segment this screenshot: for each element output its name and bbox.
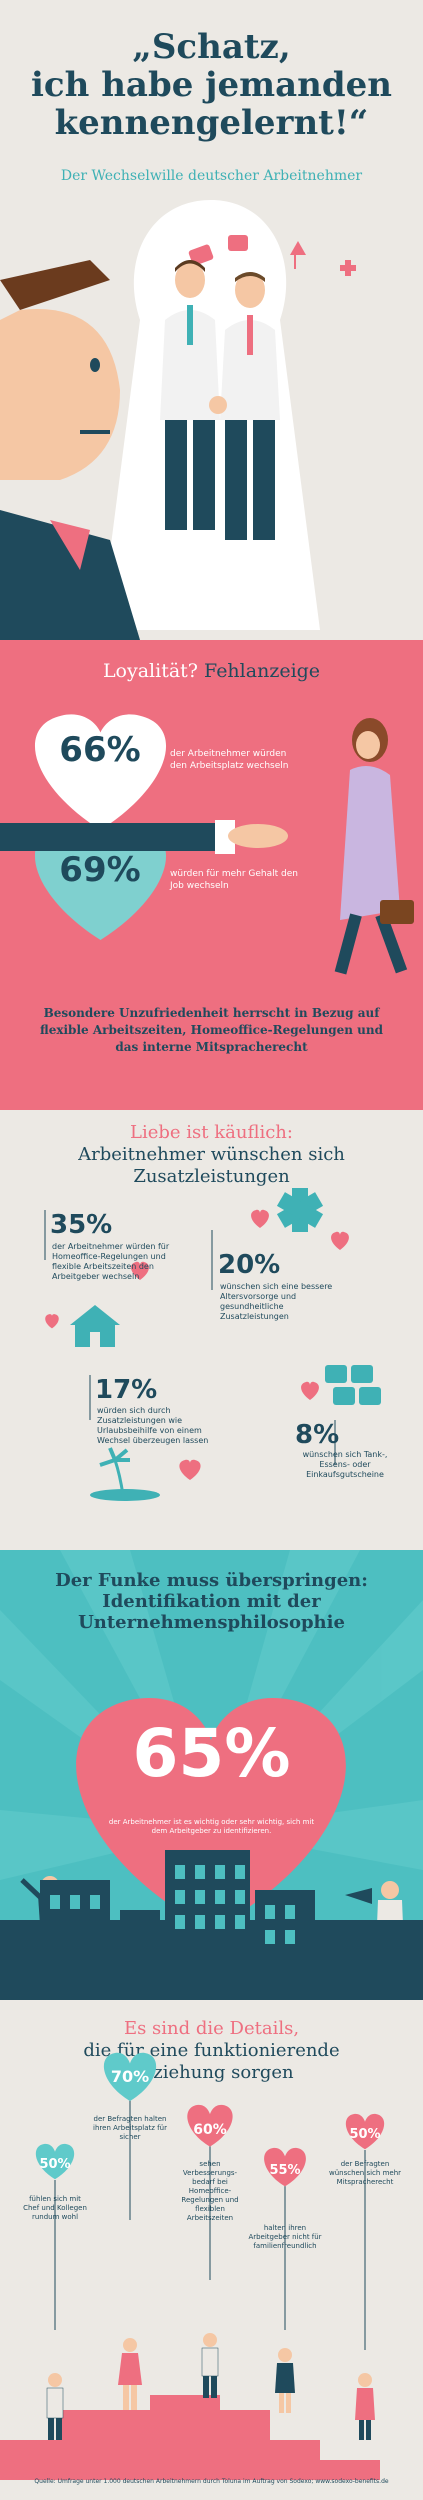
hero-illustration bbox=[0, 200, 356, 640]
identification-value: 65% bbox=[132, 1715, 291, 1792]
loyalty-note: Besondere Unzufriedenheit herrscht in Be… bbox=[39, 1006, 384, 1054]
subheadline: Der Wechselwille deutscher Arbeitnehmer bbox=[60, 168, 363, 184]
detail-70: 70% bbox=[110, 2067, 150, 2086]
woman-walking bbox=[334, 718, 414, 975]
city-skyline bbox=[0, 1850, 423, 2000]
medical-icon bbox=[276, 1188, 324, 1232]
detail-55: 55% bbox=[269, 2163, 301, 2178]
benefit-35-text: der Arbeitnehmer würden für Homeoffice-R… bbox=[52, 1242, 170, 1281]
detail-50a: 50% bbox=[39, 2157, 71, 2172]
detail-50a-text: fühlen sich mit Chef und Kollegen rundum… bbox=[23, 2195, 87, 2221]
detail-60-text: sehen Verbesserungs-bedarf bei Homeoffic… bbox=[181, 2160, 239, 2222]
heart-icon bbox=[187, 2104, 233, 2147]
staircase bbox=[0, 2395, 380, 2480]
headline: „Schatz, ich habe jemanden kennengelernt… bbox=[31, 27, 392, 143]
person-left bbox=[160, 260, 220, 530]
person-1 bbox=[46, 2373, 64, 2440]
floating-icons bbox=[188, 235, 356, 276]
benefit-8-text: wünschen sich Tank-, Essens- oder Einkau… bbox=[302, 1450, 388, 1479]
stat-66: 66% bbox=[59, 730, 141, 770]
stat-69: 69% bbox=[59, 850, 141, 890]
identification-section: Der Funke muss überspringen: Identifikat… bbox=[0, 1550, 423, 2000]
heart-icon bbox=[251, 1209, 269, 1228]
person-4 bbox=[275, 2348, 295, 2413]
heart-icon bbox=[35, 2143, 75, 2180]
heart-icon bbox=[131, 1261, 149, 1280]
heart-icon bbox=[45, 1314, 59, 1329]
details-title: Es sind die Details, die für eine funkti… bbox=[83, 2018, 340, 2083]
heart-icon bbox=[179, 1459, 201, 1480]
stat-69-text: würden für mehr Gehalt den Job wechseln bbox=[170, 869, 298, 891]
voucher-icons bbox=[325, 1365, 381, 1405]
detail-50b-text: der Befragten wünschen sich mehr Mitspra… bbox=[328, 2160, 402, 2186]
source-footer: Quelle: Umfrage unter 1.000 deutschen Ar… bbox=[34, 2478, 389, 2485]
identification-title: Der Funke muss überspringen: Identifikat… bbox=[55, 1570, 368, 1633]
big-face bbox=[0, 260, 140, 640]
person-3 bbox=[201, 2333, 219, 2398]
identification-illustration bbox=[0, 1550, 423, 2000]
benefit-8: 8% bbox=[295, 1420, 340, 1450]
heart-icon bbox=[76, 1698, 346, 1930]
hero-section: „Schatz, ich habe jemanden kennengelernt… bbox=[0, 0, 423, 640]
island-icon bbox=[90, 1447, 160, 1501]
house-icon bbox=[70, 1305, 120, 1347]
arm bbox=[0, 823, 230, 851]
heart-icon bbox=[34, 714, 167, 830]
person-right bbox=[220, 272, 280, 540]
detail-55-text: halten ihren Arbeitgeber nicht für famil… bbox=[248, 2224, 322, 2250]
benefit-35: 35% bbox=[50, 1210, 113, 1240]
heart-icon bbox=[331, 1231, 349, 1250]
detail-70-text: der Befragten halten ihren Arbeitsplatz … bbox=[93, 2115, 167, 2141]
loyalty-illustration bbox=[0, 714, 414, 975]
benefit-17: 17% bbox=[95, 1375, 158, 1405]
person-2 bbox=[118, 2338, 142, 2410]
heart-icon bbox=[103, 2052, 157, 2101]
identification-text: der Arbeitnehmer ist es wichtig oder seh… bbox=[108, 1818, 315, 1835]
loyalty-title: Loyalität? Fehlanzeige bbox=[102, 660, 321, 682]
heart-icon bbox=[345, 2113, 385, 2150]
handshake bbox=[209, 396, 227, 414]
benefit-17-text: würden sich durch Zusatzleistungen wie U… bbox=[97, 1406, 209, 1445]
detail-60: 60% bbox=[193, 2122, 227, 2138]
benefit-20-text: wünschen sich eine bessere Altersvorsorg… bbox=[220, 1282, 333, 1321]
heart-icon bbox=[34, 824, 167, 940]
loyalty-section: Loyalität? Fehlanzeige 66% der Arbeitneh… bbox=[0, 640, 423, 1110]
stat-66-text: der Arbeitnehmer würden den Arbeitsplatz… bbox=[170, 749, 289, 771]
benefits-section: Liebe ist käuflich: Arbeitnehmer wünsche… bbox=[0, 1110, 423, 1550]
benefit-20: 20% bbox=[218, 1250, 281, 1280]
benefits-title: Liebe ist käuflich: Arbeitnehmer wünsche… bbox=[78, 1122, 345, 1187]
details-illustration bbox=[0, 2052, 385, 2480]
benefits-illustration bbox=[44, 1188, 381, 1501]
heart-icon bbox=[301, 1381, 319, 1400]
person-5 bbox=[355, 2373, 375, 2440]
details-section: Es sind die Details, die für eine funkti… bbox=[0, 2000, 423, 2500]
detail-50b: 50% bbox=[349, 2127, 381, 2142]
heart-icon bbox=[264, 2147, 306, 2187]
